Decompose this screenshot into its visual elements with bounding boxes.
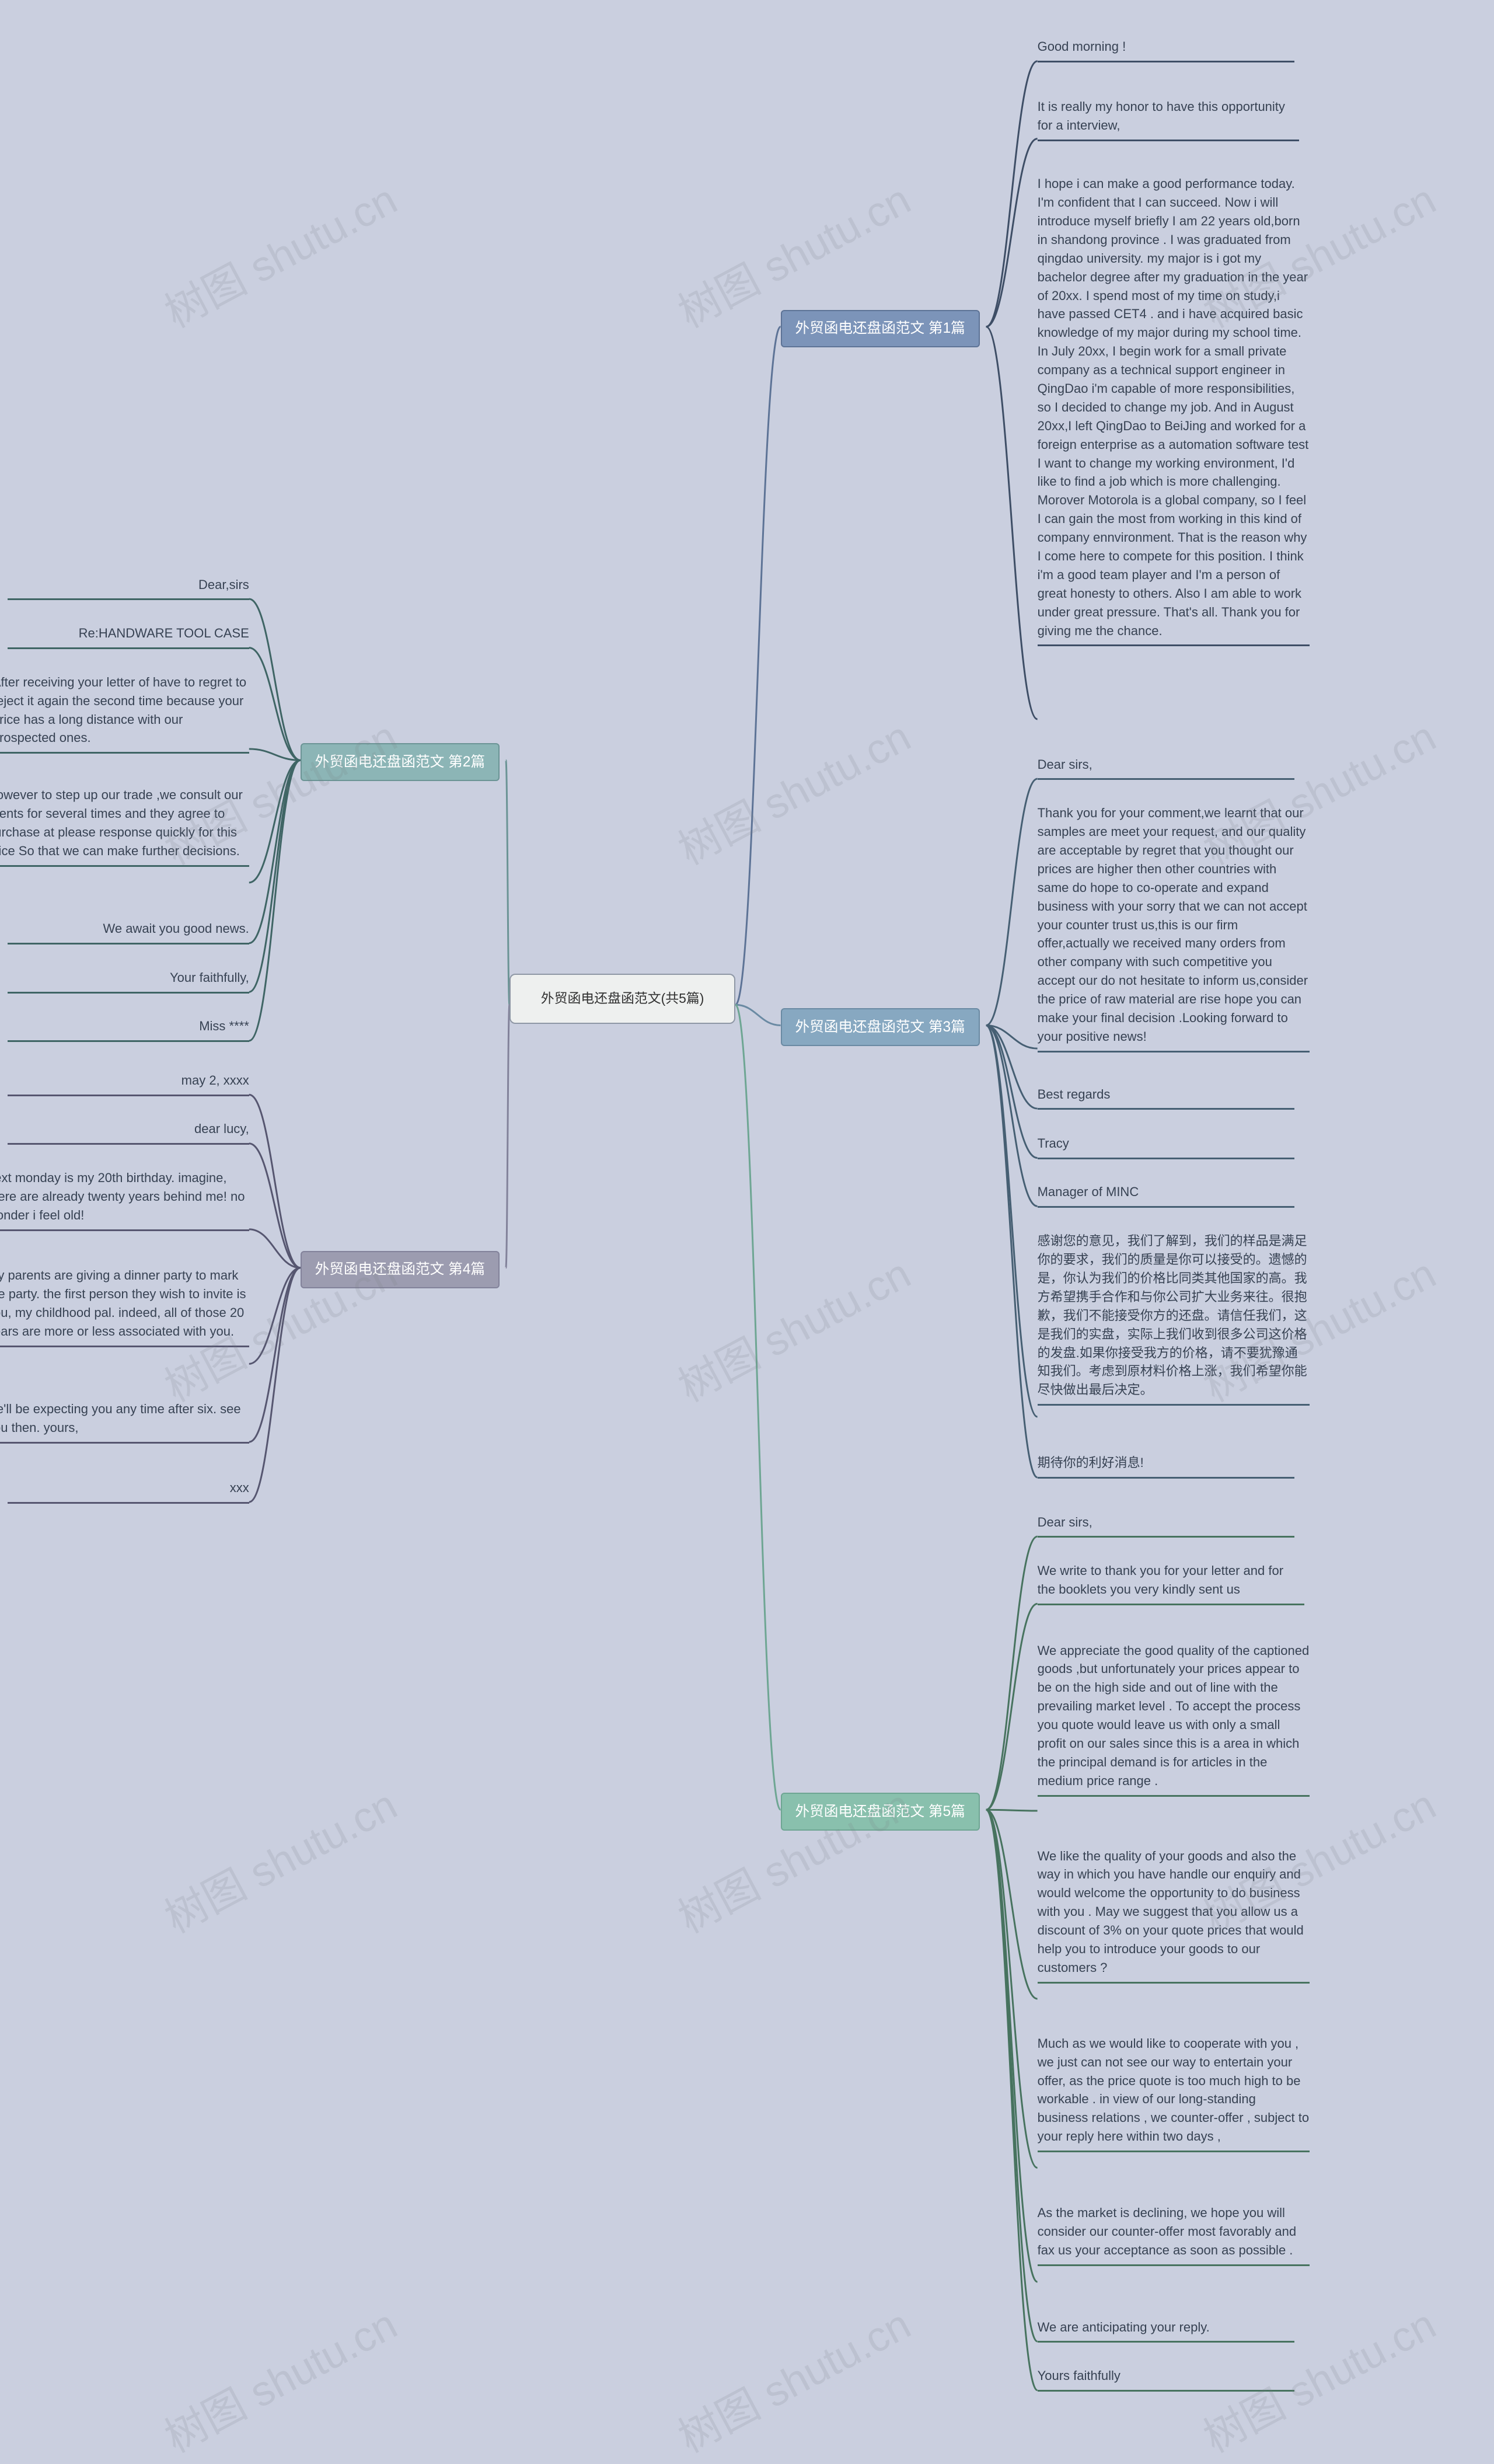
leaf-text: may 2, xxxx xyxy=(181,1073,249,1088)
leaf-node: Manager of MINC xyxy=(1038,1183,1294,1208)
leaf-node: Best regards xyxy=(1038,1085,1294,1110)
leaf-node: We await you good news. xyxy=(8,919,249,945)
leaf-text: However to step up our trade ,we consult… xyxy=(0,787,243,858)
leaf-node: Re:HANDWARE TOOL CASE xyxy=(8,624,249,649)
leaf-text: We await you good news. xyxy=(103,921,249,936)
leaf-node: After receiving your letter of have to r… xyxy=(0,673,249,754)
leaf-node: I hope i can make a good performance tod… xyxy=(1038,175,1310,646)
watermark: 树图 shutu.cn xyxy=(152,1771,406,1944)
branch-b5: 外贸函电还盘函范文 第5篇 xyxy=(781,1793,980,1830)
leaf-text: I hope i can make a good performance tod… xyxy=(1038,176,1309,637)
leaf-text: Best regards xyxy=(1038,1087,1111,1102)
branch-b2: 外贸函电还盘函范文 第2篇 xyxy=(301,743,500,780)
leaf-node: Your faithfully, xyxy=(8,968,249,994)
leaf-node: However to step up our trade ,we consult… xyxy=(0,786,249,867)
leaf-text: It is really my honor to have this oppor… xyxy=(1038,99,1285,133)
leaf-node: xxx xyxy=(8,1479,249,1504)
branch-label: 外贸函电还盘函范文 第3篇 xyxy=(795,1019,965,1035)
leaf-text: Much as we would like to cooperate with … xyxy=(1038,2036,1310,2144)
leaf-node: 感谢您的意见，我们了解到，我们的样品是满足你的要求，我们的质量是你可以接受的。遗… xyxy=(1038,1232,1310,1406)
mindmap-canvas: 外贸函电还盘函范文(共5篇) 外贸函电还盘函范文 第1篇 Good morning … xyxy=(0,0,1494,2415)
leaf-node: dear lucy, xyxy=(8,1120,249,1145)
leaf-node: Thank you for your comment,we learnt tha… xyxy=(1038,804,1310,1052)
leaf-node: As the market is declining, we hope you … xyxy=(1038,2204,1310,2266)
leaf-text: Dear sirs, xyxy=(1038,1515,1092,1529)
leaf-text: 感谢您的意见，我们了解到，我们的样品是满足你的要求，我们的质量是你可以接受的。遗… xyxy=(1038,1233,1307,1397)
leaf-text: We are anticipating your reply. xyxy=(1038,2320,1210,2334)
leaf-text: my parents are giving a dinner party to … xyxy=(0,1268,246,1339)
leaf-node: We like the quality of your goods and al… xyxy=(1038,1847,1310,1984)
leaf-text: we'll be expecting you any time after si… xyxy=(0,1402,241,1435)
leaf-text: Manager of MINC xyxy=(1038,1184,1139,1199)
root-label: 外贸函电还盘函范文(共5篇) xyxy=(541,991,704,1006)
branch-label: 外贸函电还盘函范文 第2篇 xyxy=(315,754,485,770)
leaf-node: We appreciate the good quality of the ca… xyxy=(1038,1641,1310,1797)
leaf-text: Yours faithfully xyxy=(1038,2368,1120,2383)
leaf-node: It is really my honor to have this oppor… xyxy=(1038,97,1300,141)
leaf-text: next monday is my 20th birthday. imagine… xyxy=(0,1170,245,1222)
leaf-text: Dear sirs, xyxy=(1038,757,1092,772)
branch-label: 外贸函电还盘函范文 第1篇 xyxy=(795,320,965,336)
branch-label: 外贸函电还盘函范文 第4篇 xyxy=(315,1261,485,1277)
leaf-text: Your faithfully, xyxy=(170,970,249,985)
watermark: 树图 shutu.cn xyxy=(152,2291,406,2464)
leaf-node: next monday is my 20th birthday. imagine… xyxy=(0,1169,249,1231)
branch-b1: 外贸函电还盘函范文 第1篇 xyxy=(781,310,980,347)
leaf-node: We are anticipating your reply. xyxy=(1038,2318,1294,2343)
leaf-text: dear lucy, xyxy=(194,1121,249,1136)
leaf-node: Dear sirs, xyxy=(1038,1513,1294,1538)
leaf-node: may 2, xxxx xyxy=(8,1071,249,1096)
leaf-text: Dear,sirs xyxy=(198,577,249,592)
leaf-text: After receiving your letter of have to r… xyxy=(0,675,246,745)
leaf-node: We write to thank you for your letter an… xyxy=(1038,1562,1305,1605)
leaf-node: Yours faithfully xyxy=(1038,2367,1294,2392)
leaf-text: We like the quality of your goods and al… xyxy=(1038,1849,1304,1975)
watermark: 树图 shutu.cn xyxy=(666,703,919,876)
leaf-node: Tracy xyxy=(1038,1134,1294,1159)
branch-b3: 外贸函电还盘函范文 第3篇 xyxy=(781,1008,980,1045)
leaf-node: 期待你的利好消息! xyxy=(1038,1454,1294,1479)
branch-b4: 外贸函电还盘函范文 第4篇 xyxy=(301,1251,500,1288)
leaf-node: we'll be expecting you any time after si… xyxy=(0,1400,249,1444)
watermark: 树图 shutu.cn xyxy=(666,2291,919,2464)
leaf-text: xxx xyxy=(230,1480,249,1495)
leaf-text: We write to thank you for your letter an… xyxy=(1038,1563,1283,1597)
leaf-node: Dear sirs, xyxy=(1038,755,1294,780)
leaf-text: Thank you for your comment,we learnt tha… xyxy=(1038,806,1308,1044)
leaf-text: Good morning ! xyxy=(1038,39,1126,54)
leaf-node: my parents are giving a dinner party to … xyxy=(0,1266,249,1347)
leaf-text: We appreciate the good quality of the ca… xyxy=(1038,1643,1310,1788)
leaf-node: Good morning ! xyxy=(1038,37,1294,62)
leaf-node: Much as we would like to cooperate with … xyxy=(1038,2034,1310,2152)
leaf-text: Tracy xyxy=(1038,1136,1069,1151)
leaf-text: 期待你的利好消息! xyxy=(1038,1455,1144,1470)
branch-label: 外贸函电还盘函范文 第5篇 xyxy=(795,1804,965,1820)
leaf-text: As the market is declining, we hope you … xyxy=(1038,2205,1297,2257)
leaf-node: Dear,sirs xyxy=(8,576,249,601)
root-node: 外贸函电还盘函范文(共5篇) xyxy=(509,974,735,1023)
leaf-text: Miss **** xyxy=(199,1019,249,1033)
leaf-text: Re:HANDWARE TOOL CASE xyxy=(79,626,249,640)
watermark: 树图 shutu.cn xyxy=(666,1240,919,1413)
watermark: 树图 shutu.cn xyxy=(152,166,406,339)
leaf-node: Miss **** xyxy=(8,1017,249,1042)
